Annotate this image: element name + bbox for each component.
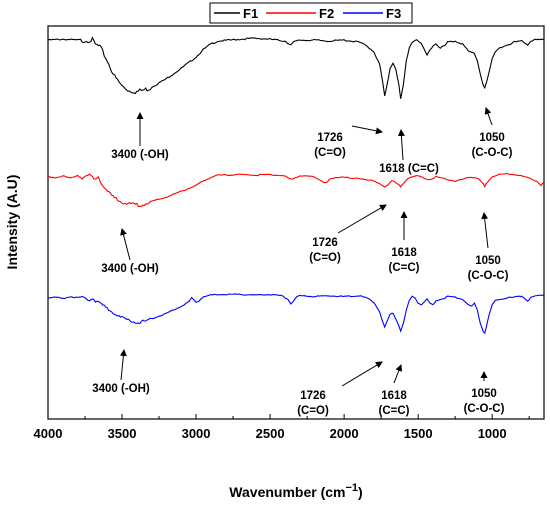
x-tick-label: 1500 <box>404 426 433 441</box>
annotation-arrow <box>481 212 489 249</box>
annotation-arrow <box>351 125 383 135</box>
legend-label-f3: F3 <box>386 6 401 21</box>
peak-annotation: 1618 (C=C) <box>379 364 410 417</box>
annotation-sublabel: (C-O-C) <box>468 270 509 282</box>
annotation-label: 1618 (C=C) <box>379 163 439 175</box>
annotation-sublabel: (C-O-C) <box>472 147 513 159</box>
annotation-arrow <box>120 228 131 261</box>
peak-annotation: 1726 (C=O) <box>297 361 383 417</box>
annotation-sublabel: (C=C) <box>379 405 410 417</box>
annotation-sublabel: (C=C) <box>389 262 420 274</box>
peak-annotation: 1726 (C=O) <box>309 204 387 264</box>
series-line-f1 <box>47 36 545 99</box>
annotation-label: 1726 <box>317 132 343 144</box>
peak-annotation: 1050 (C-O-C) <box>468 212 509 282</box>
annotation-label: 1050 <box>471 388 497 400</box>
annotation-label: 3400 (-OH) <box>92 383 150 395</box>
peak-annotation: 1050 (C-O-C) <box>464 371 505 415</box>
legend-label-f2: F2 <box>319 6 334 21</box>
x-axis-title-close: ) <box>358 484 363 500</box>
peak-annotation: 3400 (-OH) <box>111 112 169 161</box>
annotation-sublabel: (C=O) <box>297 405 329 417</box>
annotation-label: 1726 <box>312 237 338 249</box>
annotation-label: 1618 <box>381 390 407 402</box>
annotation-sublabel: (C-O-C) <box>464 403 505 415</box>
series-line-f2 <box>47 172 545 207</box>
annotation-arrow <box>119 349 127 381</box>
x-tick-label: 3500 <box>108 426 137 441</box>
annotation-sublabel: (C=O) <box>309 252 341 264</box>
annotation-sublabel: (C=O) <box>314 147 346 159</box>
x-axis-title-sup: −1 <box>345 482 358 494</box>
annotation-arrow <box>484 107 493 126</box>
annotation-arrow <box>393 364 403 384</box>
peak-annotation: 3400 (-OH) <box>101 228 159 275</box>
annotation-arrow <box>337 204 387 234</box>
x-axis-title: Wavenumber (cm−1) <box>229 482 362 500</box>
x-tick-label: 4000 <box>34 426 63 441</box>
peak-annotation: 1050 (C-O-C) <box>472 107 513 159</box>
annotation-label: 1726 <box>300 390 326 402</box>
x-tick-label: 1000 <box>478 426 507 441</box>
x-axis-ticks: 4000 3500 3000 2500 2000 1500 1000 <box>34 414 530 441</box>
peak-annotation: 1726 (C=O) <box>314 125 383 159</box>
annotation-label: 3400 (-OH) <box>111 149 169 161</box>
series-layer <box>47 36 545 335</box>
legend: F1 F2 F3 <box>209 2 413 24</box>
x-tick-label: 3000 <box>182 426 211 441</box>
annotation-arrow <box>397 129 405 161</box>
plot-frame <box>47 25 545 420</box>
legend-label-f1: F1 <box>243 6 258 21</box>
annotation-label: 3400 (-OH) <box>101 263 159 275</box>
peak-annotation: 1618 (C=C) <box>389 211 420 274</box>
peak-annotation: 1618 (C=C) <box>379 129 439 175</box>
x-tick-label: 2000 <box>330 426 359 441</box>
x-tick-label: 2500 <box>256 426 285 441</box>
annotation-arrow <box>341 361 383 387</box>
annotation-label: 1050 <box>475 255 501 267</box>
annotation-label: 1050 <box>479 132 505 144</box>
annotation-layer: 3400 (-OH) 1726 (C=O) 1618 (C=C) 1050 (C-O-C)… <box>92 107 513 417</box>
peak-annotation: 3400 (-OH) <box>92 349 150 395</box>
y-axis-title: Intensity (A.U) <box>4 175 20 270</box>
series-line-f3 <box>47 293 545 335</box>
annotation-label: 1618 <box>391 247 417 259</box>
